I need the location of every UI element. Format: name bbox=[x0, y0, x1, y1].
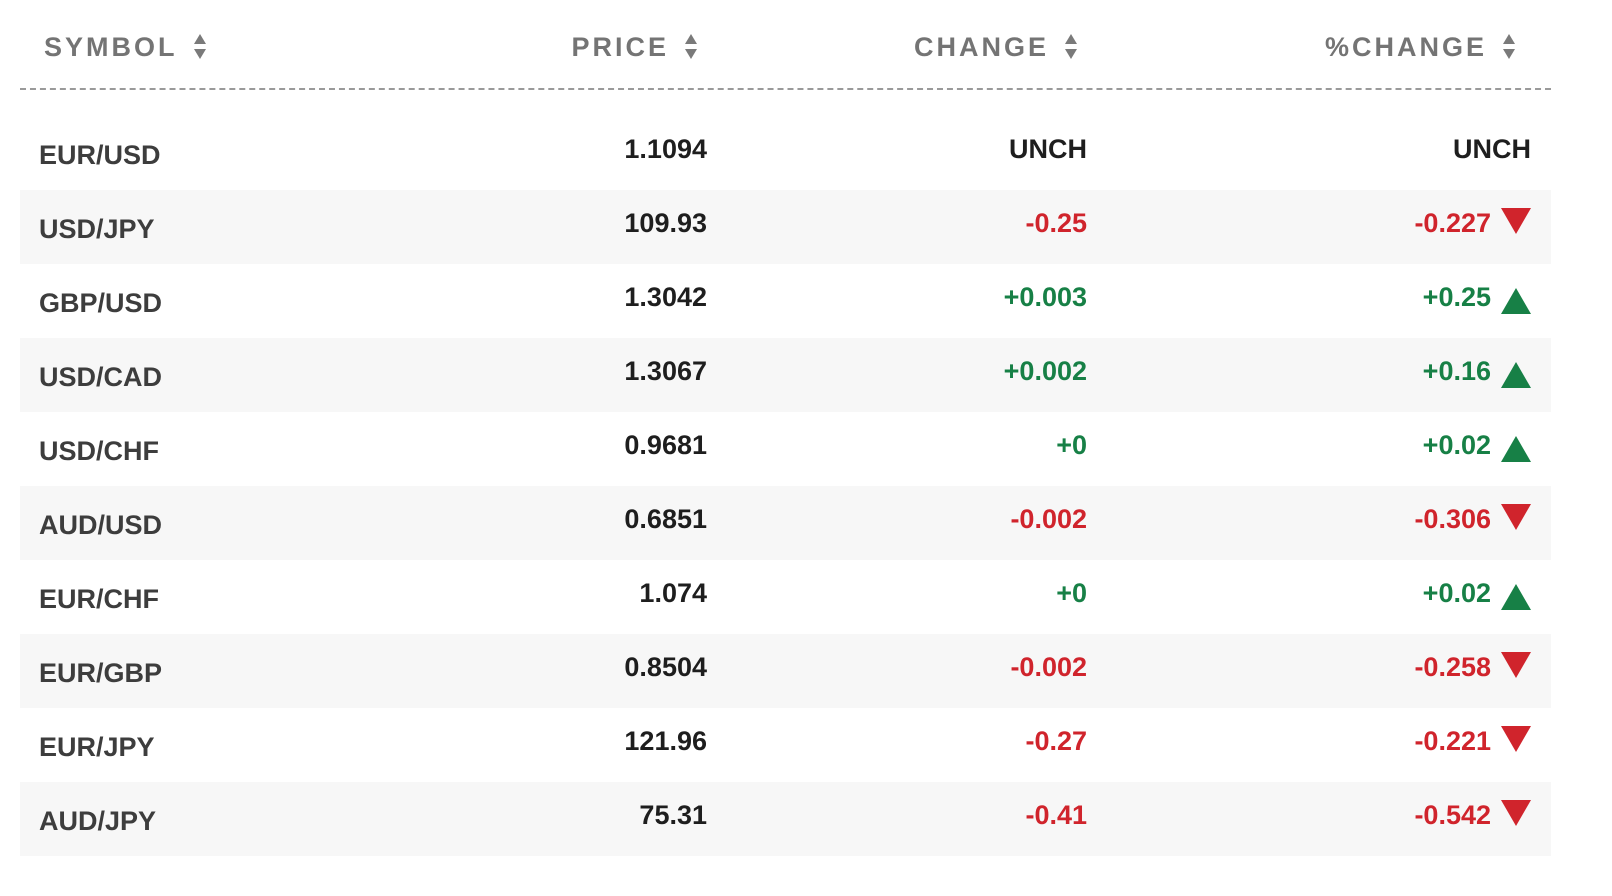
price-value: 0.6851 bbox=[624, 504, 707, 534]
arrow-up-icon bbox=[1501, 436, 1531, 462]
price-value: 1.3042 bbox=[624, 282, 707, 312]
column-header-change-label: CHANGE bbox=[913, 31, 1049, 62]
pct-change-value: +0.02 bbox=[1422, 430, 1491, 460]
table-row[interactable]: EUR/USD 1.1094 UNCH UNCH bbox=[20, 116, 1551, 190]
pct-change-value: +0.25 bbox=[1422, 282, 1491, 312]
table-row[interactable]: EUR/CHF 1.074 +0 +0.02 bbox=[20, 560, 1551, 634]
arrow-down-icon bbox=[1501, 726, 1531, 752]
arrow-up-icon bbox=[1501, 288, 1531, 314]
quotes-table: SYMBOL PRICE CHANGE %CHANGE EUR/USD 1.109… bbox=[20, 0, 1551, 856]
symbol-link[interactable]: USD/JPY bbox=[39, 214, 155, 244]
change-value: +0 bbox=[1056, 430, 1087, 460]
sort-icon[interactable] bbox=[685, 32, 699, 62]
arrow-up-icon bbox=[1501, 584, 1531, 610]
column-header-pct-change[interactable]: %CHANGE bbox=[1325, 30, 1517, 64]
table-row[interactable]: USD/CAD 1.3067 +0.002 +0.16 bbox=[20, 338, 1551, 412]
arrow-down-icon bbox=[1501, 652, 1531, 678]
table-body: EUR/USD 1.1094 UNCH UNCH USD/JPY 109.93 -0.25 -… bbox=[20, 116, 1551, 856]
pct-change-value: -0.306 bbox=[1414, 504, 1491, 534]
change-value: -0.002 bbox=[1010, 652, 1087, 682]
sort-icon[interactable] bbox=[1503, 32, 1517, 62]
symbol-link[interactable]: USD/CHF bbox=[39, 436, 159, 466]
pct-change-value: -0.258 bbox=[1414, 652, 1491, 682]
change-value: +0.003 bbox=[1003, 282, 1087, 312]
table-row[interactable]: USD/CHF 0.9681 +0 +0.02 bbox=[20, 412, 1551, 486]
column-header-change[interactable]: CHANGE bbox=[914, 30, 1079, 64]
symbol-link[interactable]: EUR/USD bbox=[39, 140, 161, 170]
column-header-symbol-label: SYMBOL bbox=[44, 31, 178, 62]
change-value: -0.27 bbox=[1025, 726, 1087, 756]
change-value: -0.41 bbox=[1025, 800, 1087, 830]
table-row[interactable]: AUD/JPY 75.31 -0.41 -0.542 bbox=[20, 782, 1551, 856]
price-value: 121.96 bbox=[624, 726, 707, 756]
column-header-price-label: PRICE bbox=[571, 31, 669, 62]
pct-change-value: -0.221 bbox=[1414, 726, 1491, 756]
pct-change-value: UNCH bbox=[1453, 134, 1531, 164]
sort-icon[interactable] bbox=[1065, 32, 1079, 62]
change-value: UNCH bbox=[1009, 134, 1087, 164]
price-value: 1.074 bbox=[639, 578, 707, 608]
price-value: 0.9681 bbox=[624, 430, 707, 460]
symbol-link[interactable]: EUR/GBP bbox=[39, 658, 163, 688]
table-row[interactable]: EUR/GBP 0.8504 -0.002 -0.258 bbox=[20, 634, 1551, 708]
pct-change-value: +0.02 bbox=[1422, 578, 1491, 608]
table-row[interactable]: EUR/JPY 121.96 -0.27 -0.221 bbox=[20, 708, 1551, 782]
symbol-link[interactable]: EUR/JPY bbox=[39, 732, 155, 762]
pct-change-value: -0.542 bbox=[1414, 800, 1491, 830]
arrow-down-icon bbox=[1501, 208, 1531, 234]
table-row[interactable]: USD/JPY 109.93 -0.25 -0.227 bbox=[20, 190, 1551, 264]
symbol-link[interactable]: USD/CAD bbox=[39, 362, 163, 392]
symbol-link[interactable]: AUD/JPY bbox=[39, 806, 157, 836]
pct-change-value: +0.16 bbox=[1422, 356, 1491, 386]
sort-icon[interactable] bbox=[193, 32, 208, 62]
column-header-symbol[interactable]: SYMBOL bbox=[44, 30, 208, 64]
arrow-down-icon bbox=[1501, 504, 1531, 530]
table-row[interactable]: GBP/USD 1.3042 +0.003 +0.25 bbox=[20, 264, 1551, 338]
price-value: 1.3067 bbox=[624, 356, 707, 386]
symbol-link[interactable]: GBP/USD bbox=[39, 288, 163, 318]
price-value: 109.93 bbox=[624, 208, 707, 238]
symbol-link[interactable]: EUR/CHF bbox=[39, 584, 159, 614]
price-value: 0.8504 bbox=[624, 652, 707, 682]
symbol-link[interactable]: AUD/USD bbox=[39, 510, 163, 540]
pct-change-value: -0.227 bbox=[1414, 208, 1491, 238]
arrow-up-icon bbox=[1501, 362, 1531, 388]
arrow-down-icon bbox=[1501, 800, 1531, 826]
change-value: +0 bbox=[1056, 578, 1087, 608]
change-value: +0.002 bbox=[1003, 356, 1087, 386]
price-value: 75.31 bbox=[639, 800, 707, 830]
table-row[interactable]: AUD/USD 0.6851 -0.002 -0.306 bbox=[20, 486, 1551, 560]
change-value: -0.002 bbox=[1010, 504, 1087, 534]
table-header: SYMBOL PRICE CHANGE %CHANGE bbox=[20, 0, 1551, 90]
column-header-price[interactable]: PRICE bbox=[571, 30, 699, 64]
price-value: 1.1094 bbox=[624, 134, 707, 164]
change-value: -0.25 bbox=[1025, 208, 1087, 238]
column-header-pct-change-label: %CHANGE bbox=[1324, 31, 1487, 62]
